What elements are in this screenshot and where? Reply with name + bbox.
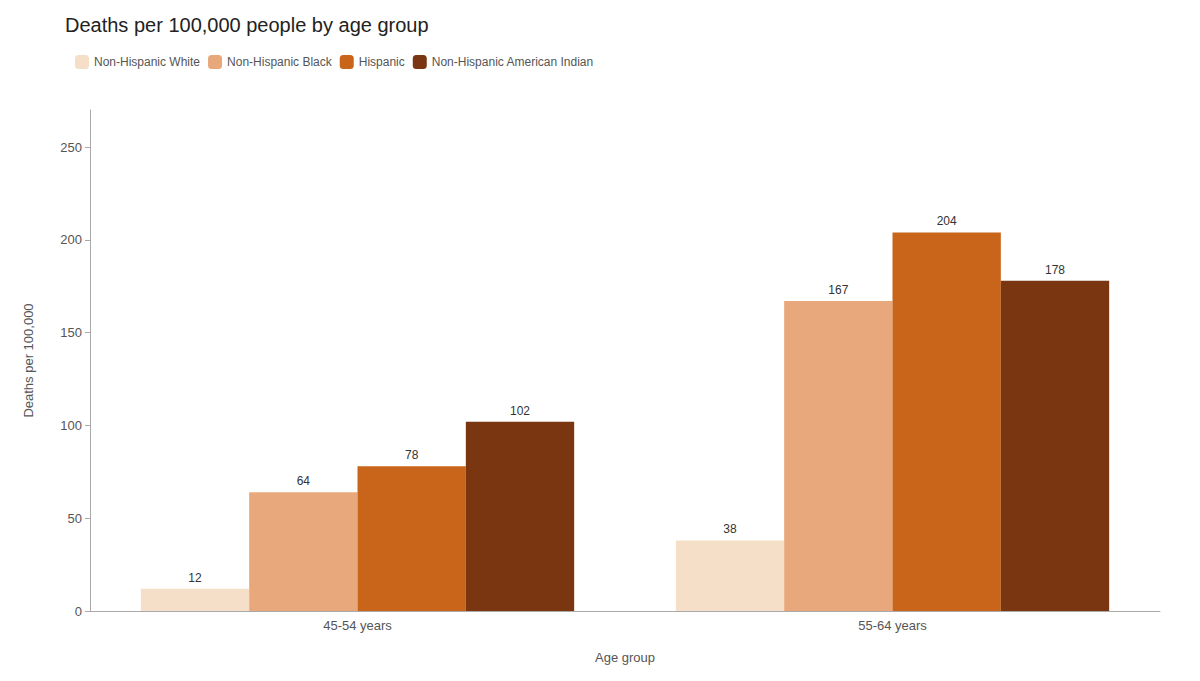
- svg-text:Deaths per 100,000: Deaths per 100,000: [21, 303, 36, 417]
- svg-text:45-54 years: 45-54 years: [323, 618, 392, 633]
- svg-text:167: 167: [828, 283, 848, 297]
- svg-text:200: 200: [60, 232, 82, 247]
- svg-text:Non-Hispanic American Indian: Non-Hispanic American Indian: [432, 55, 593, 69]
- svg-text:50: 50: [68, 511, 82, 526]
- svg-text:Age group: Age group: [595, 650, 655, 665]
- svg-text:178: 178: [1045, 263, 1065, 277]
- svg-text:100: 100: [60, 418, 82, 433]
- svg-text:Non-Hispanic White: Non-Hispanic White: [94, 55, 200, 69]
- svg-text:250: 250: [60, 140, 82, 155]
- svg-text:78: 78: [405, 448, 419, 462]
- svg-text:102: 102: [510, 404, 530, 418]
- svg-text:150: 150: [60, 325, 82, 340]
- svg-text:Hispanic: Hispanic: [359, 55, 405, 69]
- svg-text:Non-Hispanic Black: Non-Hispanic Black: [227, 55, 333, 69]
- svg-text:204: 204: [937, 214, 957, 228]
- svg-text:12: 12: [188, 571, 202, 585]
- svg-text:55-64 years: 55-64 years: [858, 618, 927, 633]
- svg-text:Deaths per 100,000 people by a: Deaths per 100,000 people by age group: [65, 14, 429, 36]
- svg-text:38: 38: [723, 522, 737, 536]
- svg-text:0: 0: [75, 604, 82, 619]
- svg-text:64: 64: [297, 474, 311, 488]
